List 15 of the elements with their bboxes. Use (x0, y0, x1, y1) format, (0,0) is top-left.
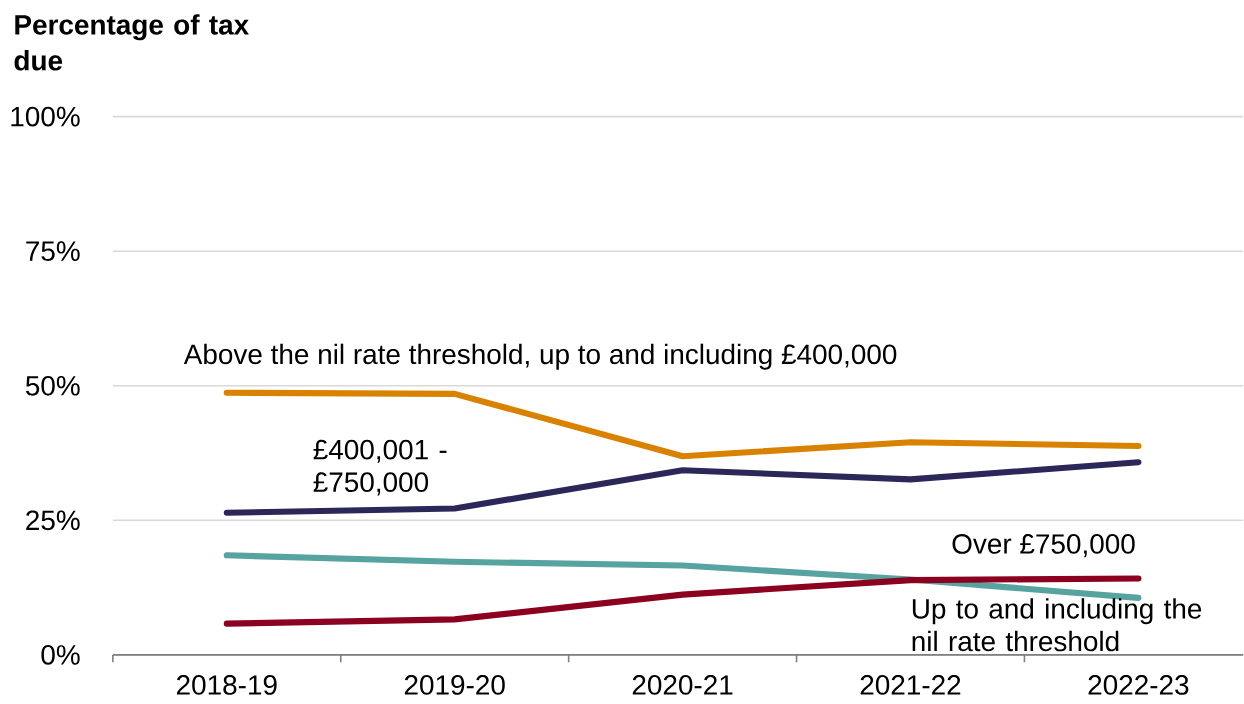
y-axis-title: Percentage of tax due (14, 14, 249, 71)
series-label: Over £750,000 (952, 534, 1135, 558)
y-tick-label: 75% (26, 241, 80, 261)
y-tick-label: 100% (11, 106, 80, 127)
x-tick-label: 2022-23 (1088, 675, 1189, 695)
y-tick-label: 0% (41, 644, 80, 665)
x-tick-label: 2020-21 (632, 675, 733, 695)
y-tick-label: 25% (26, 510, 80, 531)
x-tick-label: 2019-20 (404, 675, 505, 695)
series-label: Above the nil rate threshold, up to and including £400,000 (183, 343, 897, 370)
series-label: £400,001 - £750,000 (313, 439, 447, 496)
y-tick-label: 50% (25, 375, 80, 396)
x-tick-label: 2018-19 (176, 675, 277, 695)
x-tick-label: 2021-22 (860, 675, 961, 695)
series-label: Up to and including the nil rate threshold (912, 598, 1202, 652)
